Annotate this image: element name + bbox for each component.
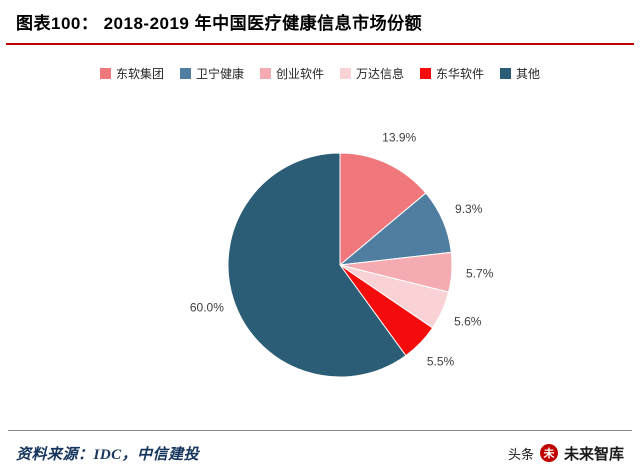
pie-slice-label: 5.5% [427, 355, 455, 369]
footer-divider [8, 430, 632, 431]
pie-slice-label: 60.0% [190, 300, 224, 314]
pie-slice-label: 13.9% [382, 130, 416, 144]
watermark: 头条 未 未来智库 [508, 443, 624, 464]
legend-item: 东软集团 [99, 65, 164, 82]
pie-slice [227, 152, 407, 378]
legend-swatch-icon [340, 68, 351, 79]
brand-logo-icon: 未 [539, 444, 558, 462]
legend-item: 其他 [500, 65, 540, 82]
pie-slice-label: 9.3% [455, 202, 483, 216]
legend-label: 其他 [516, 67, 541, 81]
pie-chart: 13.9% 9.3% 5.7% 5.6% 5.5% 60.0% [190, 130, 494, 378]
legend-label: 万达信息 [356, 67, 405, 81]
pie-legend: 东软集团 卫宁健康 创业软件 万达信息 东华软件 其他 [0, 65, 640, 82]
watermark-prefix: 头条 [507, 446, 534, 462]
chart-footer: 资料来源：IDC，中信建投 头条 未 未来智库 [0, 438, 640, 468]
watermark-brand: 未来智库 [563, 445, 624, 463]
legend-item: 卫宁健康 [179, 65, 244, 82]
legend-swatch-icon [99, 68, 111, 79]
legend-item: 创业软件 [259, 65, 324, 82]
source-text: 资料来源：IDC，中信建投 [16, 446, 200, 463]
legend-label: 卫宁健康 [195, 67, 244, 81]
pie-slice-label: 5.7% [466, 266, 494, 280]
legend-swatch-icon [420, 68, 432, 79]
legend-item: 东华软件 [420, 65, 484, 82]
legend-label: 东软集团 [115, 67, 164, 81]
legend-swatch-icon [259, 68, 271, 79]
legend-swatch-icon [500, 68, 512, 79]
chart-title: 图表100： 2018-2019 年中国医疗健康信息市场份额 [16, 14, 423, 33]
pie-slice [339, 152, 427, 267]
chart-header: 图表100： 2018-2019 年中国医疗健康信息市场份额 [0, 0, 640, 36]
legend-label: 东华软件 [436, 67, 485, 81]
title-underline [6, 43, 634, 45]
pie-slice-label: 5.6% [454, 314, 482, 328]
legend-swatch-icon [179, 68, 191, 79]
legend-item: 万达信息 [340, 65, 404, 82]
legend-label: 创业软件 [275, 67, 324, 81]
